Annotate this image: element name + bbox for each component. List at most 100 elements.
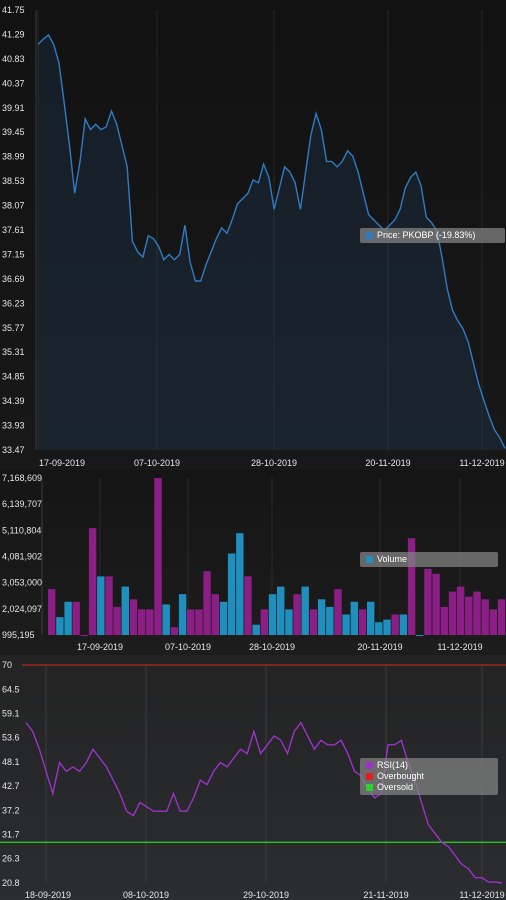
- volume-bar: [317, 599, 326, 635]
- price-area: [38, 35, 505, 450]
- volume-bar: [252, 624, 260, 635]
- volume-bar: [497, 599, 506, 635]
- volume-bar: [285, 609, 293, 635]
- volume-bar: [80, 635, 89, 636]
- price-y-tick-label: 38.53: [2, 176, 25, 186]
- volume-y-tick-label: 4,081,902: [2, 552, 42, 562]
- volume-bar: [309, 609, 318, 635]
- volume-y-tick-label: 7,168,609: [2, 473, 42, 483]
- volume-bar: [440, 606, 448, 635]
- rsi-y-tick-label: 37.2: [2, 805, 20, 815]
- rsi-y-tick-label: 26.3: [2, 854, 20, 864]
- volume-bar: [391, 614, 399, 635]
- volume-bar: [293, 594, 301, 635]
- rsi-y-tick-label: 48.1: [2, 757, 20, 767]
- volume-bar: [358, 609, 367, 635]
- volume-bar: [407, 538, 416, 635]
- price-x-tick-label: 28-10-2019: [251, 458, 297, 468]
- price-y-tick-label: 41.75: [2, 5, 25, 15]
- volume-bar: [465, 596, 473, 635]
- rsi-y-tick-label: 53.6: [2, 733, 20, 743]
- volume-bar: [277, 586, 285, 635]
- volume-bar: [113, 606, 121, 635]
- price-y-tick-label: 39.45: [2, 127, 25, 137]
- volume-y-tick-label: 3,053,000: [2, 578, 42, 588]
- volume-bar: [260, 609, 268, 635]
- price-y-tick-label: 34.39: [2, 396, 25, 406]
- volume-chart[interactable]: 7,168,609 6,139,707 5,110,804 4,081,902 3,05…: [0, 470, 506, 655]
- volume-bar: [244, 576, 252, 635]
- volume-bar: [432, 573, 440, 635]
- price-y-tick-label: 37.15: [2, 249, 25, 259]
- price-y-tick-label: 39.91: [2, 103, 25, 113]
- rsi-y-tick-label: 20.8: [2, 878, 20, 888]
- volume-bar: [138, 609, 146, 635]
- rsi-legend-swatch: [366, 762, 373, 769]
- rsi-x-tick-label: 11-12-2019: [459, 890, 504, 900]
- volume-bar: [203, 571, 211, 635]
- volume-bar: [481, 599, 489, 635]
- volume-bar: [97, 576, 105, 635]
- price-y-tick-label: 37.61: [2, 225, 25, 235]
- price-x-tick-label: 20-11-2019: [365, 458, 410, 468]
- rsi-legend: RSI(14) Overbought Oversold: [360, 758, 498, 795]
- volume-bar: [375, 622, 383, 635]
- rsi-chart[interactable]: 70 64.5 59.1 53.6 48.1 42.7 37.2 31.7 26.3 20.8 18…: [0, 655, 506, 900]
- volume-bar: [211, 594, 219, 635]
- price-x-tick-label: 17-09-2019: [39, 458, 85, 468]
- volume-bar: [146, 609, 154, 635]
- volume-bar: [448, 591, 457, 635]
- price-x-tick-label: 11-12-2019: [459, 458, 504, 468]
- rsi-x-tick-label: 08-10-2019: [123, 890, 169, 900]
- volume-x-tick-label: 28-10-2019: [249, 642, 295, 652]
- price-y-tick-label: 36.69: [2, 274, 25, 284]
- volume-legend-label: Volume: [377, 554, 408, 564]
- volume-bar: [121, 586, 129, 635]
- volume-bar: [399, 614, 408, 635]
- rsi-y-tick-label: 70: [2, 660, 12, 670]
- volume-legend-swatch: [366, 556, 373, 563]
- price-y-tick-label: 38.99: [2, 152, 25, 162]
- price-y-tick-label: 33.93: [2, 421, 25, 431]
- price-y-tick-label: 35.77: [2, 323, 25, 333]
- volume-bar: [473, 591, 481, 635]
- price-chart[interactable]: 41.75 41.29 40.83 40.37 39.91 39.45 38.99 38.53…: [0, 0, 506, 470]
- volume-bar: [195, 609, 203, 635]
- volume-bar: [350, 601, 358, 635]
- rsi-x-tick-label: 21-11-2019: [363, 890, 408, 900]
- oversold-legend-label: Oversold: [377, 782, 414, 792]
- price-series-line: [37, 33, 506, 449]
- volume-chart-panel: 7,168,609 6,139,707 5,110,804 4,081,902 3,05…: [0, 470, 506, 655]
- rsi-x-tick-label: 29-10-2019: [243, 890, 289, 900]
- volume-bar: [129, 599, 138, 635]
- rsi-y-tick-label: 59.1: [2, 708, 20, 718]
- volume-bar: [236, 533, 244, 635]
- volume-bar: [268, 594, 277, 635]
- volume-bar: [383, 619, 391, 635]
- volume-bar: [105, 576, 113, 635]
- volume-y-tick-label: 995,195: [2, 630, 35, 640]
- volume-x-tick-label: 07-10-2019: [165, 642, 211, 652]
- volume-bar: [187, 609, 195, 635]
- volume-bar: [342, 614, 350, 635]
- volume-bar: [326, 606, 334, 635]
- price-legend-swatch: [366, 232, 373, 239]
- volume-bar: [88, 528, 97, 635]
- volume-bar: [416, 635, 424, 636]
- price-y-tick-label: 40.83: [2, 54, 25, 64]
- price-chart-panel: 41.75 41.29 40.83 40.37 39.91 39.45 38.99 38.53…: [0, 0, 506, 470]
- price-y-tick-label: 35.31: [2, 347, 25, 357]
- volume-bar: [56, 617, 64, 635]
- volume-x-tick-label: 11-12-2019: [437, 642, 482, 652]
- overbought-legend-swatch: [366, 773, 373, 780]
- volume-bar: [178, 594, 187, 635]
- volume-bar: [489, 609, 497, 635]
- volume-legend: Volume: [360, 552, 498, 567]
- rsi-y-tick-label: 64.5: [2, 684, 20, 694]
- oversold-legend-swatch: [366, 784, 373, 791]
- volume-bar: [72, 601, 80, 635]
- price-y-tick-label: 40.37: [2, 78, 25, 88]
- volume-bar: [64, 601, 72, 635]
- rsi-y-tick-label: 42.7: [2, 781, 20, 791]
- volume-bar: [301, 586, 309, 635]
